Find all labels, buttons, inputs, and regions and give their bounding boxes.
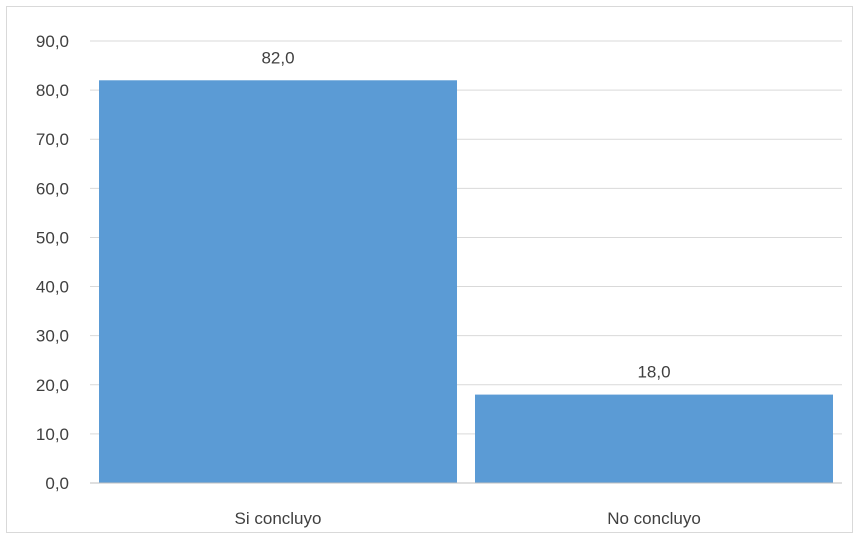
data-label: 18,0 xyxy=(637,363,670,382)
category-label: No concluyo xyxy=(607,509,701,528)
x-axis-category-labels: Si concluyo No concluyo xyxy=(235,509,701,528)
y-tick-label: 30,0 xyxy=(36,327,69,346)
y-tick-label: 10,0 xyxy=(36,425,69,444)
y-tick-label: 60,0 xyxy=(36,179,69,198)
data-label: 82,0 xyxy=(261,48,294,67)
y-tick-label: 90,0 xyxy=(36,32,69,51)
y-tick-label: 40,0 xyxy=(36,278,69,297)
bar-no-concluyo xyxy=(475,394,833,483)
data-labels: 82,0 18,0 xyxy=(261,48,670,381)
y-tick-label: 80,0 xyxy=(36,81,69,100)
category-label: Si concluyo xyxy=(235,509,322,528)
y-tick-label: 20,0 xyxy=(36,376,69,395)
bars xyxy=(99,80,833,484)
y-tick-label: 70,0 xyxy=(36,130,69,149)
y-tick-label: 50,0 xyxy=(36,228,69,247)
bar-si-concluyo xyxy=(99,80,457,484)
y-axis-tick-labels: 0,0 10,0 20,0 30,0 40,0 50,0 60,0 70,0 80,0 90,0 xyxy=(36,32,69,493)
y-tick-label: 0,0 xyxy=(45,474,69,493)
